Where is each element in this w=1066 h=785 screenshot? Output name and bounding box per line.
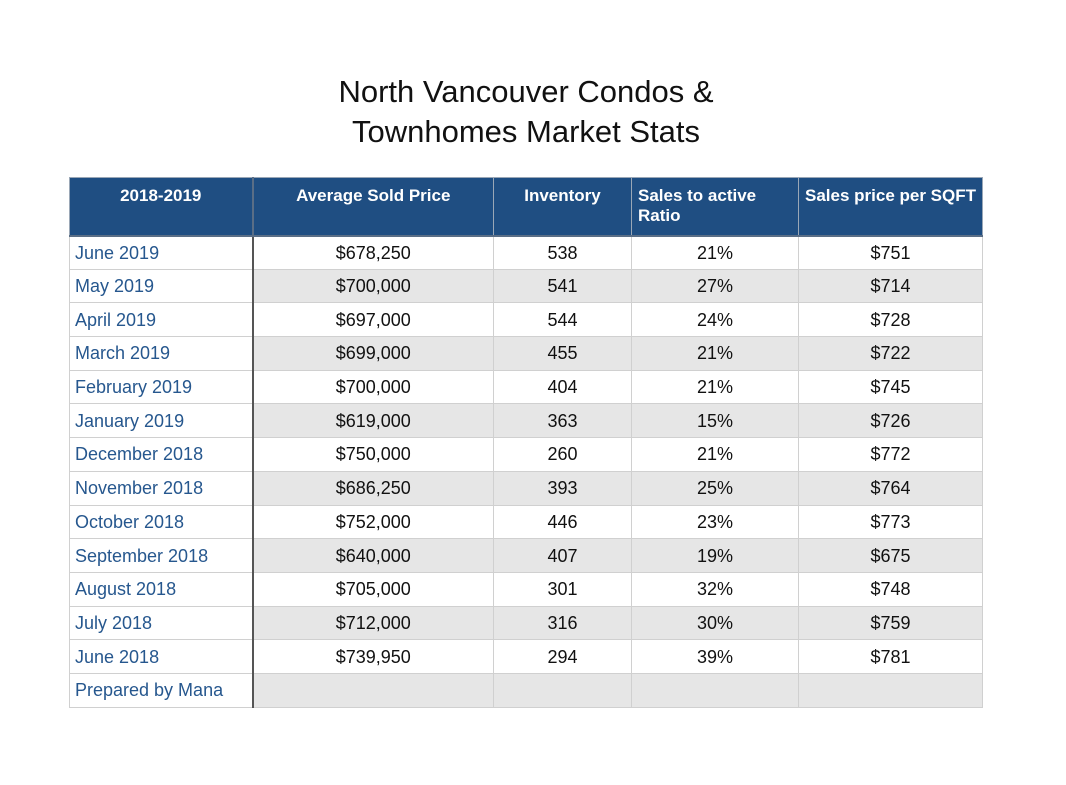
market-stats-table: 2018-2019 Average Sold Price Inventory S… (69, 177, 983, 708)
price-per-sqft-cell: $772 (798, 437, 983, 472)
header-inventory: Inventory (493, 177, 632, 237)
sales-ratio-cell (631, 672, 799, 708)
table-row: Prepared by Mana (69, 672, 983, 708)
inventory-cell: 544 (493, 302, 632, 338)
price-per-sqft-cell: $722 (798, 336, 983, 371)
month-cell: December 2018 (69, 437, 254, 472)
sales-ratio-cell: 21% (631, 235, 799, 270)
table-row: May 2019 $700,000 541 27% $714 (69, 268, 983, 304)
inventory-cell (493, 672, 632, 708)
month-cell: January 2019 (69, 403, 254, 439)
month-cell: June 2018 (69, 639, 254, 674)
month-cell: August 2018 (69, 571, 254, 607)
table-row: February 2019 $700,000 404 21% $745 (69, 369, 983, 405)
sales-ratio-cell: 21% (631, 336, 799, 371)
table-row: January 2019 $619,000 363 15% $726 (69, 403, 983, 439)
month-cell: June 2019 (69, 235, 254, 270)
month-cell: March 2019 (69, 336, 254, 371)
table-header: 2018-2019 Average Sold Price Inventory S… (69, 177, 983, 237)
price-per-sqft-cell: $764 (798, 470, 983, 506)
price-per-sqft-cell (798, 672, 983, 708)
header-period: 2018-2019 (69, 177, 254, 237)
table-row: March 2019 $699,000 455 21% $722 (69, 336, 983, 371)
average-sold-price-cell: $678,250 (252, 235, 494, 270)
average-sold-price-cell: $697,000 (252, 302, 494, 338)
month-cell: September 2018 (69, 538, 254, 573)
month-cell: November 2018 (69, 470, 254, 506)
inventory-cell: 404 (493, 369, 632, 405)
price-per-sqft-cell: $759 (798, 605, 983, 641)
month-cell: Prepared by Mana (69, 672, 254, 708)
inventory-cell: 446 (493, 504, 632, 540)
page-title: North Vancouver Condos & Townhomes Marke… (0, 72, 1052, 152)
sales-ratio-cell: 24% (631, 302, 799, 338)
average-sold-price-cell: $686,250 (252, 470, 494, 506)
header-sales-price-per-sqft: Sales price per SQFT (798, 177, 983, 237)
inventory-cell: 294 (493, 639, 632, 674)
price-per-sqft-cell: $726 (798, 403, 983, 439)
sales-ratio-cell: 32% (631, 571, 799, 607)
price-per-sqft-cell: $675 (798, 538, 983, 573)
sales-ratio-cell: 27% (631, 268, 799, 304)
sales-ratio-cell: 25% (631, 470, 799, 506)
average-sold-price-cell: $700,000 (252, 369, 494, 405)
title-line-1: North Vancouver Condos & (338, 74, 714, 109)
sales-ratio-cell: 23% (631, 504, 799, 540)
sales-ratio-cell: 30% (631, 605, 799, 641)
header-average-sold-price: Average Sold Price (252, 177, 494, 237)
average-sold-price-cell: $640,000 (252, 538, 494, 573)
price-per-sqft-cell: $748 (798, 571, 983, 607)
month-cell: July 2018 (69, 605, 254, 641)
inventory-cell: 407 (493, 538, 632, 573)
month-cell: February 2019 (69, 369, 254, 405)
average-sold-price-cell: $700,000 (252, 268, 494, 304)
inventory-cell: 316 (493, 605, 632, 641)
title-line-2: Townhomes Market Stats (351, 114, 701, 149)
sales-ratio-cell: 19% (631, 538, 799, 573)
sales-ratio-cell: 21% (631, 437, 799, 472)
table-body: June 2019 $678,250 538 21% $751 May 2019 $700,… (69, 235, 983, 708)
price-per-sqft-cell: $751 (798, 235, 983, 270)
table-row: August 2018 $705,000 301 32% $748 (69, 571, 983, 607)
average-sold-price-cell: $750,000 (252, 437, 494, 472)
table-row: June 2018 $739,950 294 39% $781 (69, 639, 983, 674)
average-sold-price-cell: $699,000 (252, 336, 494, 371)
sales-ratio-cell: 39% (631, 639, 799, 674)
inventory-cell: 301 (493, 571, 632, 607)
table-row: April 2019 $697,000 544 24% $728 (69, 302, 983, 338)
price-per-sqft-cell: $714 (798, 268, 983, 304)
price-per-sqft-cell: $781 (798, 639, 983, 674)
header-row: 2018-2019 Average Sold Price Inventory S… (69, 177, 983, 237)
price-per-sqft-cell: $773 (798, 504, 983, 540)
inventory-cell: 538 (493, 235, 632, 270)
inventory-cell: 393 (493, 470, 632, 506)
month-cell: May 2019 (69, 268, 254, 304)
inventory-cell: 455 (493, 336, 632, 371)
table-row: November 2018 $686,250 393 25% $764 (69, 470, 983, 506)
average-sold-price-cell: $712,000 (252, 605, 494, 641)
header-sales-to-active-ratio: Sales to active Ratio (631, 177, 799, 237)
average-sold-price-cell: $619,000 (252, 403, 494, 439)
table-row: September 2018 $640,000 407 19% $675 (69, 538, 983, 573)
sales-ratio-cell: 15% (631, 403, 799, 439)
table-row: December 2018 $750,000 260 21% $772 (69, 437, 983, 472)
average-sold-price-cell (252, 672, 494, 708)
average-sold-price-cell: $705,000 (252, 571, 494, 607)
inventory-cell: 260 (493, 437, 632, 472)
average-sold-price-cell: $739,950 (252, 639, 494, 674)
price-per-sqft-cell: $728 (798, 302, 983, 338)
price-per-sqft-cell: $745 (798, 369, 983, 405)
month-cell: October 2018 (69, 504, 254, 540)
table-row: June 2019 $678,250 538 21% $751 (69, 235, 983, 270)
table-row: July 2018 $712,000 316 30% $759 (69, 605, 983, 641)
inventory-cell: 363 (493, 403, 632, 439)
inventory-cell: 541 (493, 268, 632, 304)
sales-ratio-cell: 21% (631, 369, 799, 405)
table-row: October 2018 $752,000 446 23% $773 (69, 504, 983, 540)
average-sold-price-cell: $752,000 (252, 504, 494, 540)
month-cell: April 2019 (69, 302, 254, 338)
